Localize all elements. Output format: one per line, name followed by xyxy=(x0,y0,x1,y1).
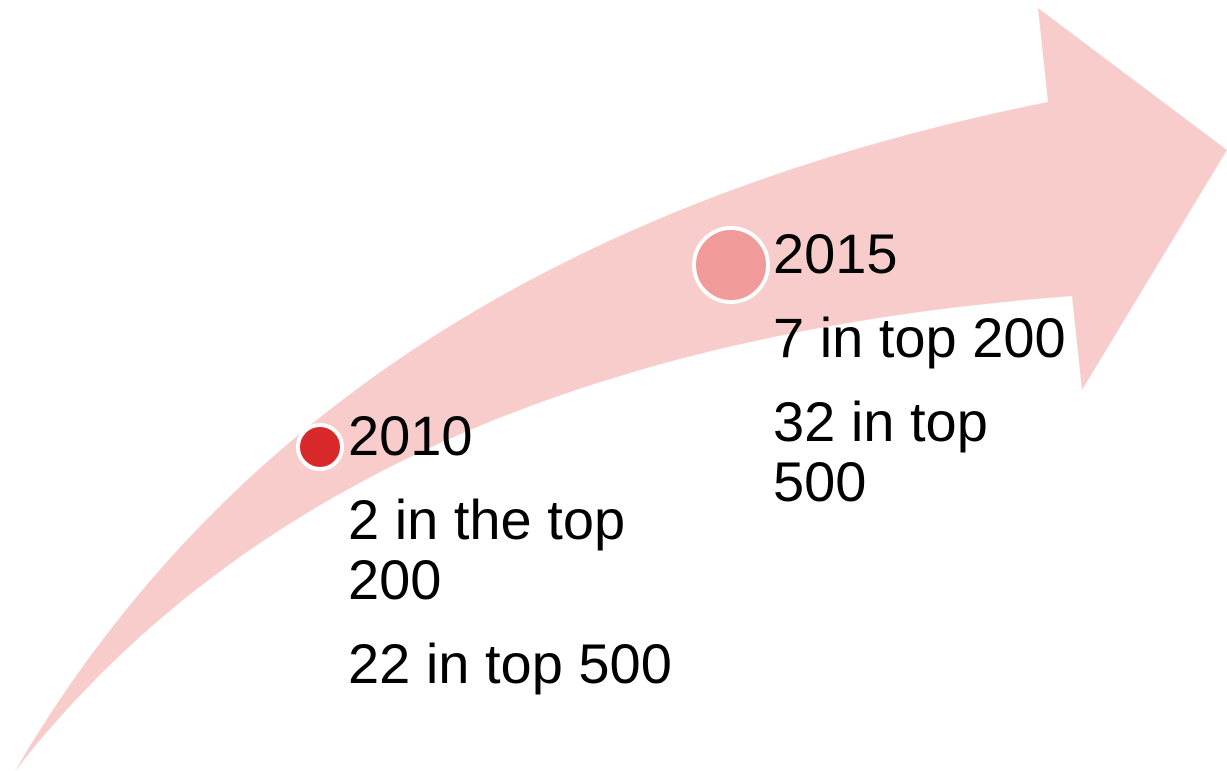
detail: 2 in the top 200 xyxy=(348,488,626,611)
milestone-dot xyxy=(692,226,770,304)
detail: 22 in top 500 xyxy=(348,632,672,695)
year: 2010 xyxy=(348,404,473,467)
curved-arrow xyxy=(15,8,1227,771)
year: 2015 xyxy=(773,222,898,285)
milestone-text: 2010 2 in the top 200 22 in top 500 xyxy=(348,406,688,718)
milestone-dot xyxy=(296,423,344,471)
detail: 7 in top 200 xyxy=(773,306,1066,369)
detail: 32 in top 500 xyxy=(773,390,988,513)
milestone-text: 2015 7 in top 200 32 in top 500 xyxy=(773,224,1113,536)
